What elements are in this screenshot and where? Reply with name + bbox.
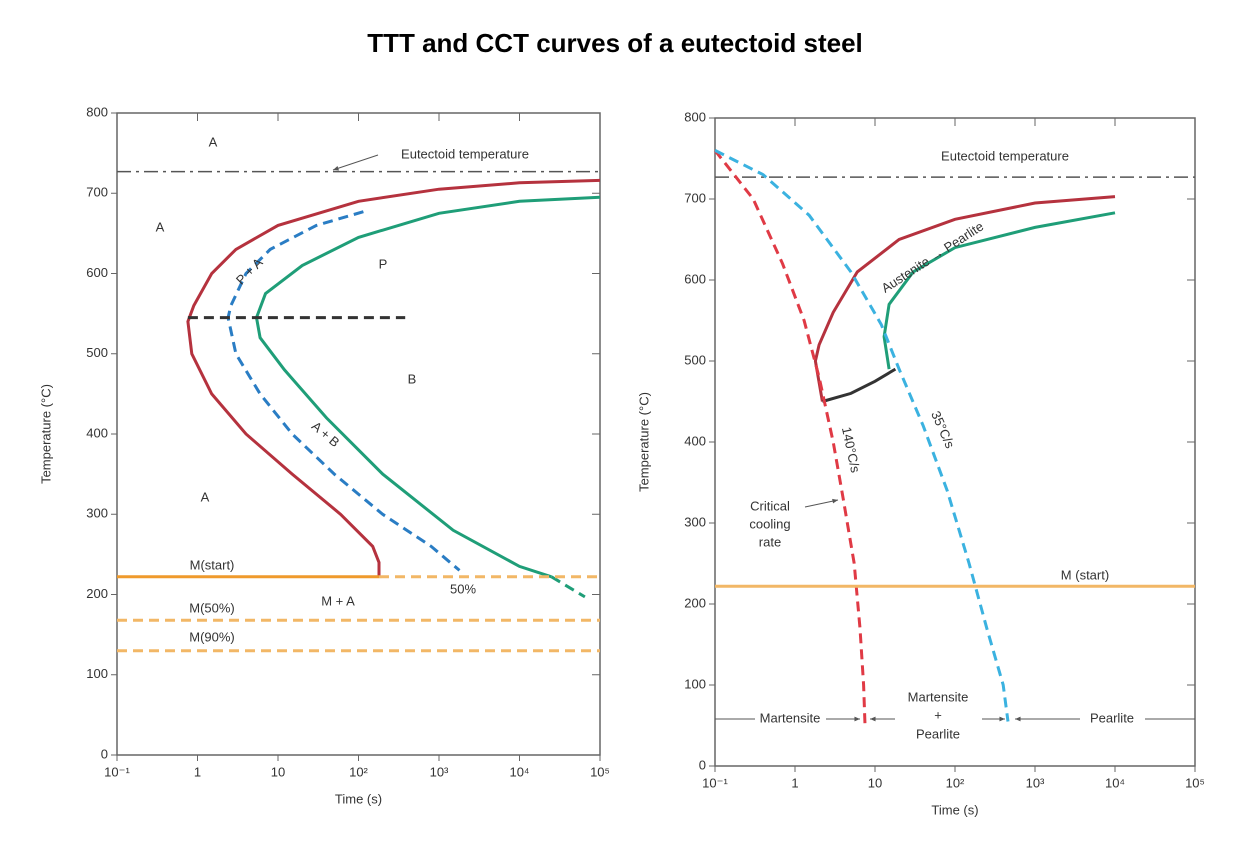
y-tick-label: 400 xyxy=(684,433,706,448)
annotation: B xyxy=(408,371,417,386)
x-tick-label: 10² xyxy=(349,764,368,779)
y-tick-label: 200 xyxy=(684,595,706,610)
x-tick-label: 10 xyxy=(868,775,882,790)
x-tick-label: 10⁵ xyxy=(590,764,610,779)
annotation: Critical xyxy=(750,498,790,513)
y-axis-label: Temperature (°C) xyxy=(636,392,651,492)
annotation: Eutectoid temperature xyxy=(941,148,1069,163)
y-tick-label: 700 xyxy=(86,185,108,200)
annotation: + xyxy=(934,707,942,722)
arrow-head xyxy=(999,716,1005,722)
annotation: 50% xyxy=(450,581,476,596)
annotation: A + B xyxy=(309,418,343,450)
x-tick-label: 10³ xyxy=(1026,775,1045,790)
y-tick-label: 500 xyxy=(86,345,108,360)
plot-frame xyxy=(116,112,601,756)
y-tick-label: 700 xyxy=(684,190,706,205)
x-tick-label: 10⁻¹ xyxy=(702,775,728,790)
y-tick-label: 500 xyxy=(684,352,706,367)
annotation: cooling xyxy=(749,516,790,531)
annotation: M (start) xyxy=(1061,567,1109,582)
arrow-line xyxy=(332,154,379,171)
arrow-head xyxy=(870,716,876,722)
y-axis-label: Temperature (°C) xyxy=(38,384,53,484)
x-tick-label: 10² xyxy=(946,775,965,790)
annotation: Martensite xyxy=(760,710,821,725)
arrow-line xyxy=(804,499,839,508)
series-line xyxy=(226,210,461,572)
annotation: M(50%) xyxy=(189,600,235,615)
y-tick-label: 600 xyxy=(684,271,706,286)
annotation: 35°C/s xyxy=(928,409,958,451)
arrow-head xyxy=(854,716,860,722)
annotation: P xyxy=(379,256,388,271)
annotation: M(90%) xyxy=(189,629,235,644)
y-tick-label: 800 xyxy=(684,109,706,124)
x-axis-label: Time (s) xyxy=(931,802,978,817)
x-tick-label: 10⁴ xyxy=(1105,775,1125,790)
x-tick-label: 10⁻¹ xyxy=(104,764,130,779)
series-line xyxy=(813,195,1116,402)
annotation: A xyxy=(156,219,165,234)
series-line xyxy=(821,367,897,403)
annotation: 140°C/s xyxy=(839,426,863,475)
x-tick-label: 1 xyxy=(194,764,201,779)
y-tick-label: 200 xyxy=(86,586,108,601)
y-tick-label: 0 xyxy=(699,757,706,772)
series-line xyxy=(714,149,1010,722)
arrow-head xyxy=(333,166,339,171)
series-line xyxy=(550,575,586,599)
annotation: Austenite → Pearlite xyxy=(879,219,987,296)
y-tick-label: 300 xyxy=(684,514,706,529)
x-tick-label: 10⁵ xyxy=(1185,775,1205,790)
annotation: Pearlite xyxy=(1090,710,1134,725)
x-tick-label: 10⁴ xyxy=(509,764,529,779)
series-line xyxy=(186,178,601,577)
y-tick-label: 400 xyxy=(86,425,108,440)
annotation: M(start) xyxy=(190,557,235,572)
y-tick-label: 800 xyxy=(86,104,108,119)
x-tick-label: 10³ xyxy=(430,764,449,779)
y-tick-label: 600 xyxy=(86,265,108,280)
annotation: Eutectoid temperature xyxy=(401,146,529,161)
series-line xyxy=(254,195,601,579)
y-tick-label: 100 xyxy=(86,666,108,681)
x-tick-label: 1 xyxy=(791,775,798,790)
annotation: Pearlite xyxy=(916,726,960,741)
x-tick-label: 10 xyxy=(271,764,285,779)
arrow-head xyxy=(1015,716,1021,722)
annotation: A xyxy=(201,489,210,504)
page-title: TTT and CCT curves of a eutectoid steel xyxy=(367,28,863,58)
y-tick-label: 300 xyxy=(86,506,108,521)
series-line xyxy=(882,211,1116,370)
x-axis-label: Time (s) xyxy=(335,791,382,806)
y-tick-label: 0 xyxy=(101,746,108,761)
annotation: A xyxy=(209,134,218,149)
annotation: M + A xyxy=(321,593,355,608)
arrow-head xyxy=(832,498,838,504)
annotation: rate xyxy=(759,534,781,549)
annotation: Martensite xyxy=(908,689,969,704)
y-tick-label: 100 xyxy=(684,676,706,691)
